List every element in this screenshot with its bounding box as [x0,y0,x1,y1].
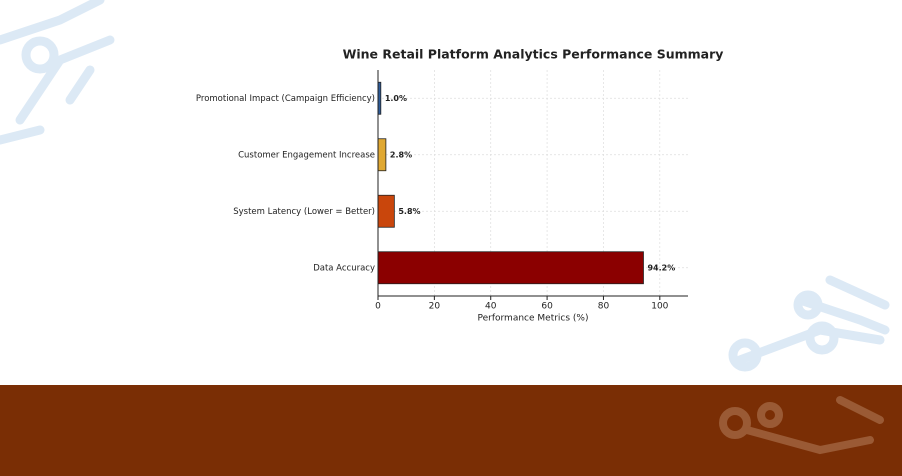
x-tick-label: 100 [651,302,668,312]
y-tick-label: Data Accuracy [313,263,375,273]
x-tick-label: 40 [485,302,497,312]
x-tick-label: 60 [541,302,553,312]
x-axis-label: Performance Metrics (%) [478,314,589,324]
value-label: 94.2% [647,263,675,272]
value-label: 2.8% [390,150,412,159]
chart-title: Wine Retail Platform Analytics Performan… [343,47,724,62]
y-tick-label: Promotional Impact (Campaign Efficiency) [196,94,375,104]
bar [377,194,395,228]
y-tick-label: Customer Engagement Increase [238,150,375,160]
bar [377,138,387,172]
x-tick-label: 80 [598,302,610,312]
x-tick-label: 0 [375,302,381,312]
x-tick-label: 20 [429,302,441,312]
bar [377,251,644,285]
y-tick-label: System Latency (Lower = Better) [233,207,375,217]
value-label: 5.8% [398,207,420,216]
value-label: 1.0% [385,94,407,103]
decoration [0,0,890,372]
chart: Wine Retail Platform Analytics Performan… [196,47,724,324]
footer-decoration [719,396,884,455]
footer-band [0,385,902,476]
